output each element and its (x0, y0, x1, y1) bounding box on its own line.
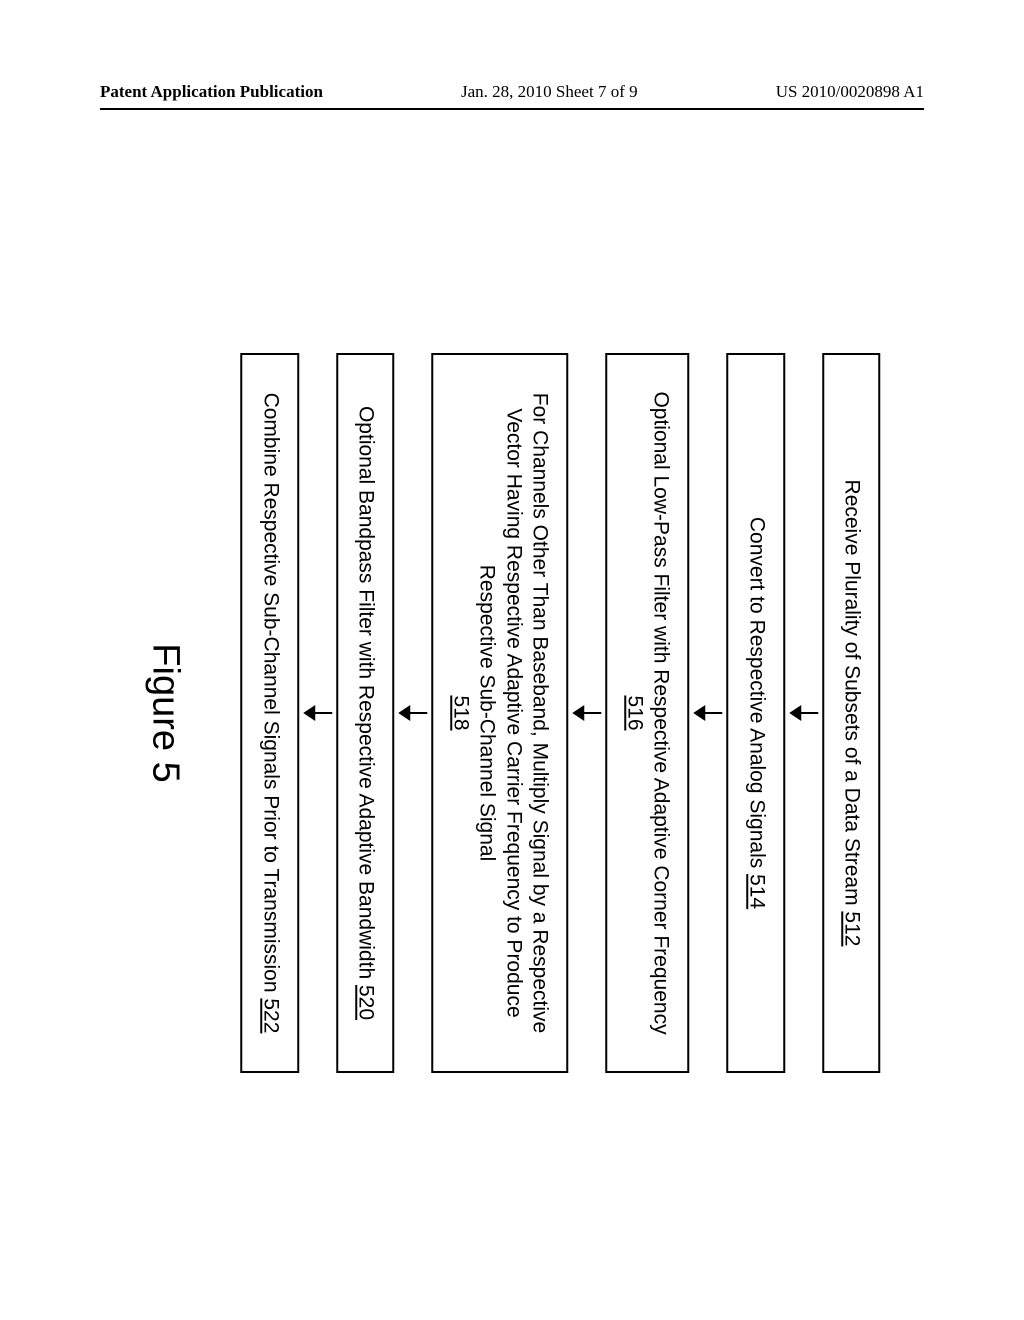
header-right: US 2010/0020898 A1 (776, 82, 924, 102)
header-center: Jan. 28, 2010 Sheet 7 of 9 (461, 82, 638, 102)
flow-step-514: Convert to Respective Analog Signals 514 (727, 353, 785, 1073)
header-rule (100, 108, 924, 110)
flow-step-text: Receive Plurality of Subsets of a Data S… (840, 479, 863, 905)
figure-rotated-container: Receive Plurality of Subsets of a Data S… (144, 353, 881, 1073)
flow-step-text: For Channels Other Than Baseband, Multip… (476, 393, 552, 1033)
flow-arrow (398, 705, 427, 721)
flow-arrow (303, 705, 332, 721)
flow-step-text: Optional Bandpass Filter with Respective… (354, 406, 377, 979)
flow-arrow (572, 705, 601, 721)
flow-step-518: For Channels Other Than Baseband, Multip… (431, 353, 568, 1073)
flow-step-text: Optional Low-Pass Filter with Respective… (650, 391, 673, 1034)
flow-arrow (694, 705, 723, 721)
flow-step-ref: 520 (354, 985, 377, 1020)
flow-step-ref: 518 (450, 695, 473, 730)
flow-step-522: Combine Respective Sub-Channel Signals P… (241, 353, 299, 1073)
flow-step-ref: 516 (624, 695, 647, 730)
flow-step-520: Optional Bandpass Filter with Respective… (336, 353, 394, 1073)
patent-page: Patent Application Publication Jan. 28, … (0, 0, 1024, 1320)
header-left: Patent Application Publication (100, 82, 323, 102)
figure-caption: Figure 5 (144, 643, 187, 782)
flow-step-ref: 522 (259, 998, 282, 1033)
page-header: Patent Application Publication Jan. 28, … (0, 82, 1024, 108)
flowchart: Receive Plurality of Subsets of a Data S… (144, 353, 881, 1073)
flow-step-516: Optional Low-Pass Filter with Respective… (605, 353, 690, 1073)
flow-step-512: Receive Plurality of Subsets of a Data S… (822, 353, 880, 1073)
flow-step-ref: 514 (745, 874, 768, 909)
flow-step-text: Convert to Respective Analog Signals (745, 517, 768, 868)
flow-step-ref: 512 (840, 911, 863, 946)
flow-step-text: Combine Respective Sub-Channel Signals P… (259, 392, 282, 992)
flow-arrow (789, 705, 818, 721)
